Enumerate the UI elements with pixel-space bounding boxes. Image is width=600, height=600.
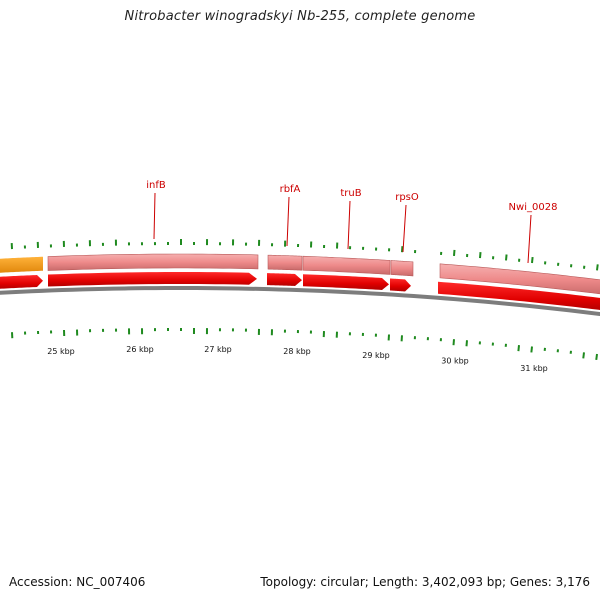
map-title: Nitrobacter winogradskyi Nb-255, complet… [124,9,476,24]
rna-gene-block [0,256,43,273]
gc-tick [595,353,598,361]
cds-arrow [390,278,411,292]
gene-band [390,260,414,277]
accession-label: Accession: NC_007406 [9,575,146,589]
scale-label: 26 kbp [126,345,154,354]
gc-tick [531,256,534,264]
gene-label: truB [340,188,361,199]
gene-band [302,255,391,275]
gc-tick [465,340,468,347]
gc-tick [530,346,533,353]
cds-track [0,272,600,310]
backbone-line [0,286,600,317]
gene-label: infB [146,180,166,191]
genome-summary: Topology: circular; Length: 3,402,093 bp… [260,575,590,589]
gene-track [0,253,600,295]
cds-arrow [303,274,389,290]
kbp-scale: 25 kbp 26 kbp 27 kbp 28 kbp 29 kbp 30 kbp 31 k… [47,345,548,373]
gene-label: Nwi_0028 [509,202,558,213]
scale-label: 31 kbp [520,364,548,373]
cds-arrow [438,281,600,310]
genome-backbone [0,286,600,317]
scale-label: 27 kbp [204,345,232,354]
scale-label: 29 kbp [362,351,390,360]
gc-tick [596,264,599,271]
cds-arrow [0,274,43,289]
scale-label: 30 kbp [441,356,469,365]
gene-label-leader [347,200,351,250]
gene-band [439,263,600,295]
gene-label-leader [402,204,407,253]
cds-arrow [267,273,302,286]
gene-band [267,254,303,271]
gc-tick [517,345,520,352]
scale-label: 25 kbp [47,347,75,356]
scale-label: 28 kbp [283,347,311,356]
gc-tick [479,252,482,259]
gc-tick [505,254,508,261]
cds-arrow [48,272,257,287]
gene-band [47,253,259,271]
gene-label-leader [153,192,156,240]
gc-content-track-inner [11,328,598,361]
gene-label-leader [527,214,532,264]
gc-tick [582,352,585,359]
gc-content-track-outer [10,239,599,271]
gene-label: rpsO [395,192,419,203]
gene-labels: infB rbfA truB rpsO Nwi_0028 [146,180,558,264]
gene-label-leader [286,196,290,247]
gene-label: rbfA [280,184,301,195]
